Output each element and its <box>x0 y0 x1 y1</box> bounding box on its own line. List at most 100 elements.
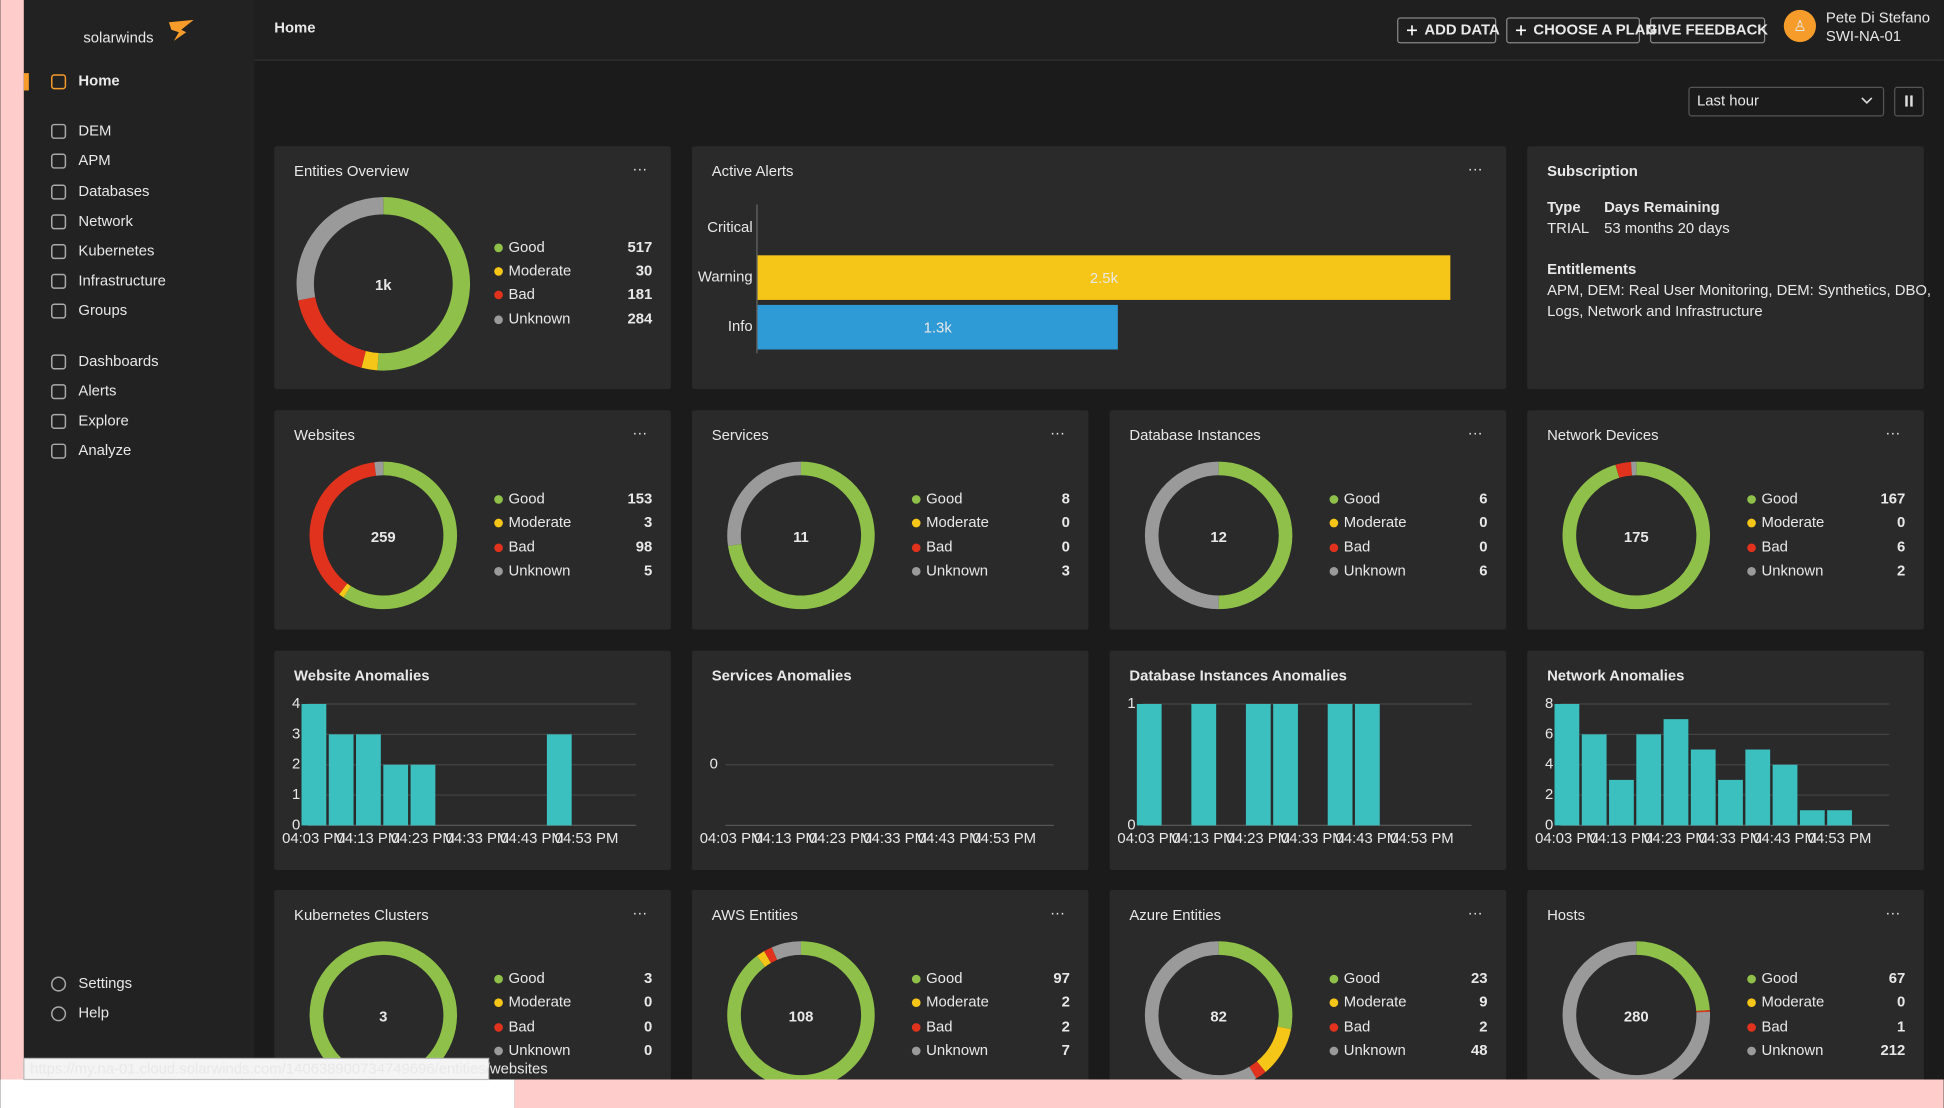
subscription-text: Type <box>1547 200 1581 216</box>
bar[interactable] <box>1136 703 1162 826</box>
nav-item[interactable]: APM <box>78 153 110 169</box>
alert-bar[interactable] <box>757 304 1118 350</box>
card-title[interactable]: Active Alerts <box>712 164 794 180</box>
legend-dot <box>1747 974 1756 984</box>
bar[interactable] <box>301 703 327 826</box>
active-indicator <box>23 73 29 91</box>
bar[interactable] <box>1636 734 1662 826</box>
card-title[interactable]: Entities Overview <box>294 164 409 180</box>
nav-item[interactable]: Dashboards <box>78 354 158 370</box>
bar[interactable] <box>328 734 354 826</box>
card-title[interactable]: Services <box>712 428 769 444</box>
bar[interactable] <box>1799 810 1825 826</box>
card-menu[interactable]: ··· <box>1468 905 1483 921</box>
card-menu[interactable]: ··· <box>1050 905 1065 921</box>
nav-icon <box>51 153 67 169</box>
legend-value: 0 <box>644 1043 652 1059</box>
bar[interactable] <box>1354 703 1380 826</box>
card-menu[interactable]: ··· <box>1468 426 1483 442</box>
card-title[interactable]: Network Devices <box>1547 428 1658 444</box>
alert-bar[interactable] <box>757 255 1451 300</box>
nav-item[interactable]: DEM <box>78 123 111 139</box>
bar[interactable] <box>1581 734 1607 826</box>
donut-total: 3 <box>379 1009 387 1025</box>
bar[interactable] <box>410 764 436 826</box>
donut-segment <box>309 941 458 1080</box>
nav-item[interactable]: Analyze <box>78 443 131 459</box>
bar[interactable] <box>1245 703 1271 826</box>
y-tick-label: 6 <box>1545 726 1553 742</box>
card <box>691 650 1089 871</box>
user-name[interactable]: Pete Di Stefano <box>1826 11 1930 27</box>
bar[interactable] <box>1191 703 1217 826</box>
card-title[interactable]: Database Instances <box>1129 428 1260 444</box>
card-menu[interactable]: ··· <box>1885 905 1900 921</box>
header-button[interactable] <box>1506 17 1641 44</box>
time-range-select[interactable] <box>1688 86 1885 117</box>
card <box>1527 889 1924 1080</box>
avatar-icon: ♙ <box>1793 19 1806 35</box>
card-menu[interactable]: ··· <box>1050 426 1065 442</box>
legend-dot <box>494 315 503 325</box>
subscription-text: Subscription <box>1547 164 1638 180</box>
x-tick-label: 04:13 PM <box>1172 831 1236 847</box>
nav-item[interactable]: Settings <box>78 976 132 992</box>
card-menu[interactable]: ··· <box>1885 426 1900 442</box>
card-menu[interactable]: ··· <box>632 426 647 442</box>
bar[interactable] <box>356 734 381 826</box>
legend-dot <box>1329 1046 1339 1056</box>
header-button[interactable] <box>1397 17 1497 44</box>
card-title[interactable]: Azure Entities <box>1129 908 1221 924</box>
bar[interactable] <box>1827 810 1852 826</box>
nav-item[interactable]: Network <box>78 214 133 230</box>
card-title[interactable]: Kubernetes Clusters <box>294 908 429 924</box>
card-title[interactable]: AWS Entities <box>712 908 798 924</box>
avatar[interactable] <box>1783 9 1817 43</box>
nav-item[interactable]: Infrastructure <box>78 273 166 289</box>
subscription-text: TRIAL <box>1547 221 1589 237</box>
nav-item[interactable]: Help <box>78 1006 109 1022</box>
bar[interactable] <box>1745 749 1771 826</box>
donut-segment <box>298 296 367 368</box>
bar[interactable] <box>546 734 572 826</box>
bar[interactable] <box>1609 779 1634 826</box>
bar[interactable] <box>383 764 409 826</box>
nav-item[interactable]: Groups <box>78 303 127 319</box>
legend-label: Bad <box>926 540 952 556</box>
nav-item[interactable]: Alerts <box>78 384 116 400</box>
legend-value: 3 <box>644 515 652 531</box>
x-tick-label: 04:23 PM <box>809 831 873 847</box>
legend-value: 5 <box>644 563 652 579</box>
legend-label: Good <box>1344 971 1380 987</box>
bar[interactable] <box>1690 749 1716 826</box>
legend-label: Good <box>926 971 962 987</box>
card-title[interactable]: Websites <box>294 428 355 444</box>
subscription-text: APM, DEM: Real User Monitoring, DEM: Syn… <box>1547 283 1931 299</box>
bar[interactable] <box>1554 703 1580 826</box>
legend-label: Good <box>1761 491 1797 507</box>
y-tick-label: 1 <box>292 787 300 803</box>
alert-value-label: 1.3k <box>924 320 953 336</box>
card-menu[interactable]: ··· <box>1468 162 1483 178</box>
bar[interactable] <box>1772 764 1798 826</box>
header-button[interactable] <box>1649 17 1766 44</box>
nav-item[interactable]: Databases <box>78 184 149 200</box>
nav-item[interactable]: Kubernetes <box>78 244 154 260</box>
bar[interactable] <box>1273 703 1298 826</box>
legend-value: 7 <box>1062 1043 1070 1059</box>
legend-dot <box>494 543 503 553</box>
donut-total: 175 <box>1624 530 1649 546</box>
bar[interactable] <box>1327 703 1353 826</box>
legend-dot <box>1329 518 1339 528</box>
legend-label: Moderate <box>1761 515 1824 531</box>
card-menu[interactable]: ··· <box>632 905 647 921</box>
legend-dot <box>911 518 921 528</box>
card-menu[interactable]: ··· <box>632 162 647 178</box>
nav-item[interactable]: Explore <box>78 413 128 429</box>
card-title[interactable]: Hosts <box>1547 908 1585 924</box>
org-name: SWI-NA-01 <box>1826 29 1901 45</box>
nav-item[interactable]: Home <box>78 74 119 90</box>
bar[interactable] <box>1663 719 1689 826</box>
bar[interactable] <box>1718 779 1743 826</box>
pause-button[interactable] <box>1894 86 1924 117</box>
